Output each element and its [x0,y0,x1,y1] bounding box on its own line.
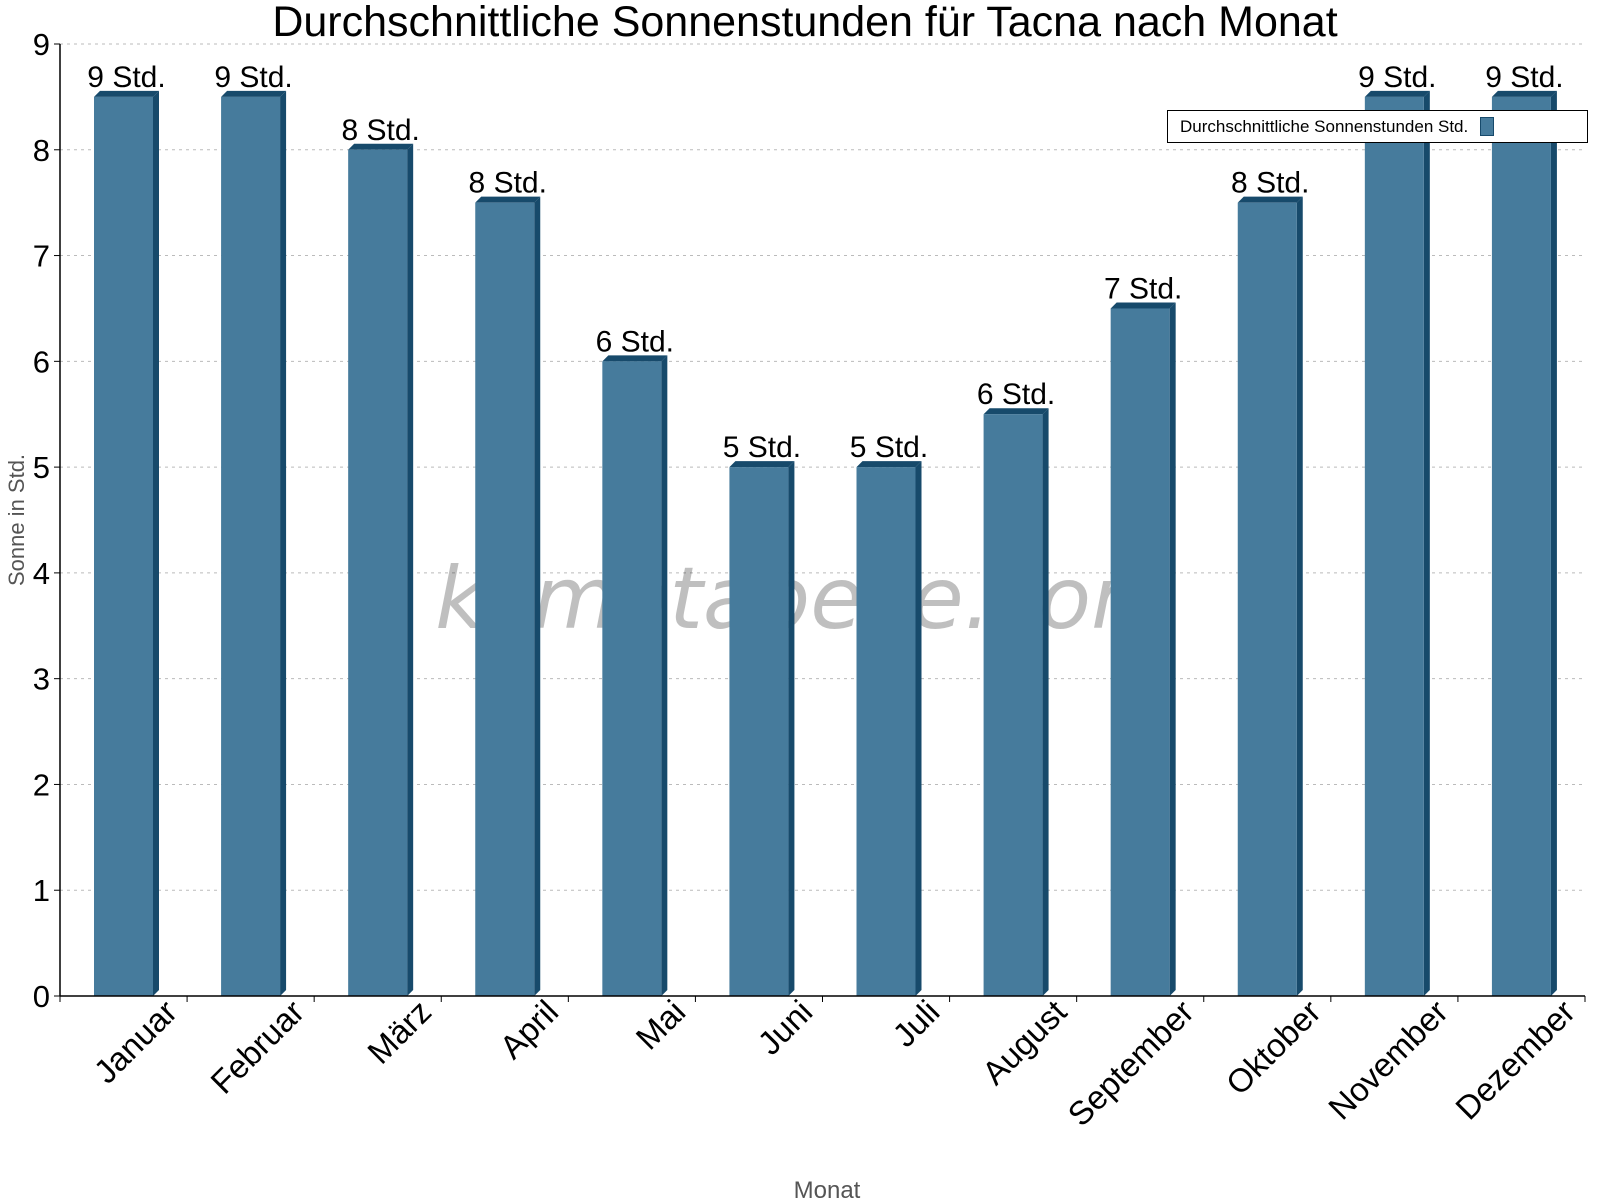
bar-top [1110,302,1176,309]
y-tick-label: 2 [33,767,50,802]
bars: 9 Std. 9 Std. 8 Std. 8 Std. 6 Std. 5 Std. 5 St… [87,61,1564,997]
bar-top [1237,196,1303,203]
bar-side [534,196,541,996]
legend: Durchschnittliche Sonnenstunden Std. [1167,110,1588,143]
data-label: 9 Std. [1485,61,1563,94]
x-tick-label: November [1321,993,1455,1127]
y-tick-label: 6 [33,344,50,379]
bar [983,414,1043,996]
y-tick-label: 0 [33,979,50,1014]
x-tick-label: Oktober [1219,993,1328,1102]
bar [602,361,662,996]
bar [1110,308,1170,996]
data-label: 9 Std. [1358,61,1436,94]
bar-side [1042,408,1049,996]
data-label: 8 Std. [341,114,419,147]
x-axis-label: Monat [794,1177,861,1200]
y-tick-label: 8 [33,133,50,168]
gridlines [60,43,1585,891]
bar-top [475,196,541,203]
x-tick-label: Dezember [1448,993,1582,1127]
bar [348,149,408,996]
x-tick-label: Januar [87,993,185,1091]
bar-side [1169,302,1176,996]
bar-side [1550,90,1557,996]
x-tick-label: August [975,993,1074,1092]
y-tick-label: 4 [33,556,50,591]
bar-top [729,461,795,468]
bar-top [221,90,287,97]
bar [729,467,789,997]
bar [1491,96,1551,996]
bar-side [1423,90,1430,996]
bar-side [280,90,287,996]
bar [475,202,535,996]
bar-top [1491,90,1557,97]
bar-top [1364,90,1430,97]
bar-side [661,355,668,996]
x-tick-label: Februar [203,993,311,1101]
bar-side [407,143,414,996]
x-tick-label: September [1060,993,1200,1133]
data-label: 8 Std. [469,167,547,200]
y-tick-label: 9 [33,27,50,62]
bar-side [788,461,795,997]
bar [221,96,281,996]
x-tick-label: März [360,993,438,1071]
bar [1237,202,1297,996]
legend-swatch [1480,117,1495,136]
legend-label: Durchschnittliche Sonnenstunden Std. [1180,116,1469,136]
bar-top [983,408,1049,415]
data-label: 5 Std. [850,431,928,464]
bar [94,96,153,996]
y-tick-label: 5 [33,450,50,485]
y-axis-label: Sonne in Std. [4,454,29,586]
bar-top [856,461,922,468]
bar-side [915,461,922,997]
data-label: 8 Std. [1231,167,1309,200]
data-label: 5 Std. [723,431,801,464]
y-tick-label: 3 [33,662,50,697]
bar-side [1296,196,1303,996]
bar [1364,96,1424,996]
x-tick-label: Juli [885,993,946,1054]
data-label: 7 Std. [1104,272,1182,305]
bar-top [348,143,414,150]
data-label: 6 Std. [977,378,1055,411]
bar-side [153,90,159,996]
data-label: 9 Std. [87,61,165,94]
data-label: 9 Std. [214,61,292,94]
x-tick-label: April [492,993,565,1066]
chart-title: Durchschnittliche Sonnenstunden für Tacn… [272,0,1337,46]
watermark: klimatabelle.com [435,549,1175,649]
y-tick-label: 1 [33,873,50,908]
data-label: 6 Std. [596,325,674,358]
x-tick-label: Mai [629,993,693,1057]
bar-top [94,90,159,97]
bar-top [602,355,668,362]
bar [856,467,916,997]
x-tick-label: Juni [750,993,819,1062]
y-tick-label: 7 [33,239,50,274]
